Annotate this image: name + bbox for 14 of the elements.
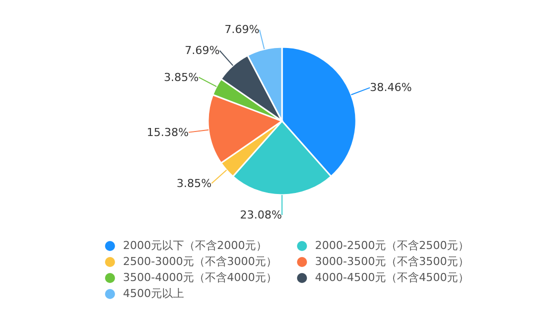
legend-label: 4500元以上	[123, 286, 184, 301]
data-label: 3.85%	[164, 70, 199, 84]
data-label: 3.85%	[176, 176, 212, 190]
data-label: 23.08%	[240, 208, 282, 222]
legend-label: 4000-4500元（不含4500元）	[315, 270, 469, 285]
data-label: 7.69%	[184, 44, 220, 58]
data-label: 7.69%	[224, 23, 260, 36]
data-label: 15.38%	[146, 126, 189, 139]
data-label: 38.46%	[370, 81, 412, 94]
legend-label: 3500-4000元（不含4000元）	[123, 270, 277, 285]
legend-label: 2500-3000元（不含3000元）	[123, 254, 277, 269]
legend-label: 2000-2500元（不含2500元）	[315, 238, 469, 253]
legend-label: 3000-3500元（不含3500元）	[315, 254, 469, 269]
legend-label: 2000元以下（不含2000元）	[123, 238, 267, 253]
